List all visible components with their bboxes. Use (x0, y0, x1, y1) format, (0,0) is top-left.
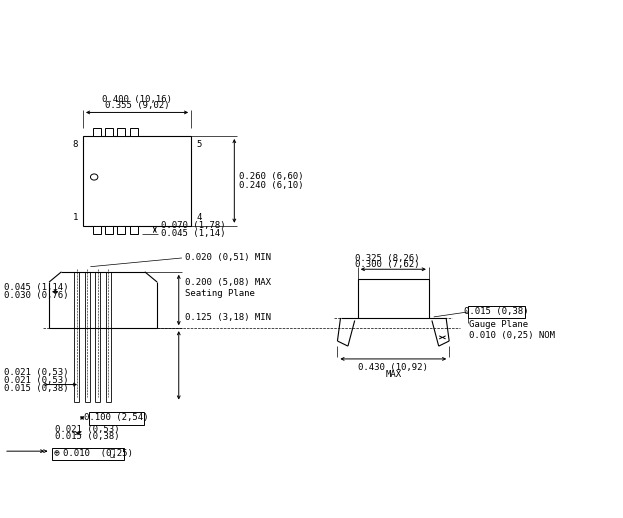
Text: 0.015 (0,38): 0.015 (0,38) (465, 307, 529, 316)
Text: 0.015 (0,38): 0.015 (0,38) (4, 384, 69, 393)
Text: 1: 1 (73, 212, 78, 222)
Text: 4: 4 (196, 212, 201, 222)
Bar (117, 128, 125, 136)
Text: 0.070 (1,78): 0.070 (1,78) (161, 221, 226, 230)
Text: 0.325 (8,26): 0.325 (8,26) (354, 254, 419, 263)
Text: 0.300 (7,62): 0.300 (7,62) (354, 260, 419, 269)
Text: 0.100 (2,54): 0.100 (2,54) (85, 413, 149, 422)
Bar (105, 128, 113, 136)
Text: 0.020 (0,51) MIN: 0.020 (0,51) MIN (185, 253, 271, 263)
Text: 0.240 (6,10): 0.240 (6,10) (239, 181, 304, 190)
Bar (130, 226, 138, 234)
Bar (93, 128, 101, 136)
Text: Seating Plane: Seating Plane (185, 290, 255, 298)
Text: 0.400 (10,16): 0.400 (10,16) (102, 95, 172, 104)
Text: 0.045 (1,14): 0.045 (1,14) (161, 229, 226, 238)
FancyBboxPatch shape (89, 412, 144, 425)
Bar (117, 226, 125, 234)
Text: 0.200 (5,08) MAX: 0.200 (5,08) MAX (185, 278, 271, 286)
Text: Ⓜ: Ⓜ (110, 449, 115, 458)
Text: 0.010 (0,25) NOM: 0.010 (0,25) NOM (469, 331, 555, 340)
Text: ⊕: ⊕ (54, 449, 60, 459)
Text: Gauge Plane: Gauge Plane (469, 320, 528, 328)
Bar (93, 226, 101, 234)
Text: 0.355 (9,02): 0.355 (9,02) (105, 102, 169, 110)
Text: 0.015 (0,38): 0.015 (0,38) (55, 433, 120, 441)
Bar (83, 136, 191, 226)
Bar (358, 280, 429, 318)
Bar (130, 128, 138, 136)
Text: 8: 8 (73, 140, 78, 149)
Bar (105, 226, 113, 234)
Text: 5: 5 (196, 140, 201, 149)
Text: 0.260 (6,60): 0.260 (6,60) (239, 172, 304, 181)
Text: 0.045 (1,14): 0.045 (1,14) (4, 283, 69, 292)
Text: 0.125 (3,18) MIN: 0.125 (3,18) MIN (185, 313, 271, 322)
Text: 0.030 (0,76): 0.030 (0,76) (4, 292, 69, 300)
Text: 0.021 (0,53): 0.021 (0,53) (4, 368, 69, 377)
FancyBboxPatch shape (52, 448, 124, 461)
Text: MAX: MAX (385, 370, 401, 379)
Text: 0.021 (0,53): 0.021 (0,53) (55, 425, 120, 434)
FancyBboxPatch shape (468, 306, 525, 318)
Text: 0.010  (0,25): 0.010 (0,25) (64, 449, 133, 458)
Text: 0.021 (0,53): 0.021 (0,53) (4, 377, 69, 385)
Text: 0.430 (10,92): 0.430 (10,92) (358, 363, 428, 372)
